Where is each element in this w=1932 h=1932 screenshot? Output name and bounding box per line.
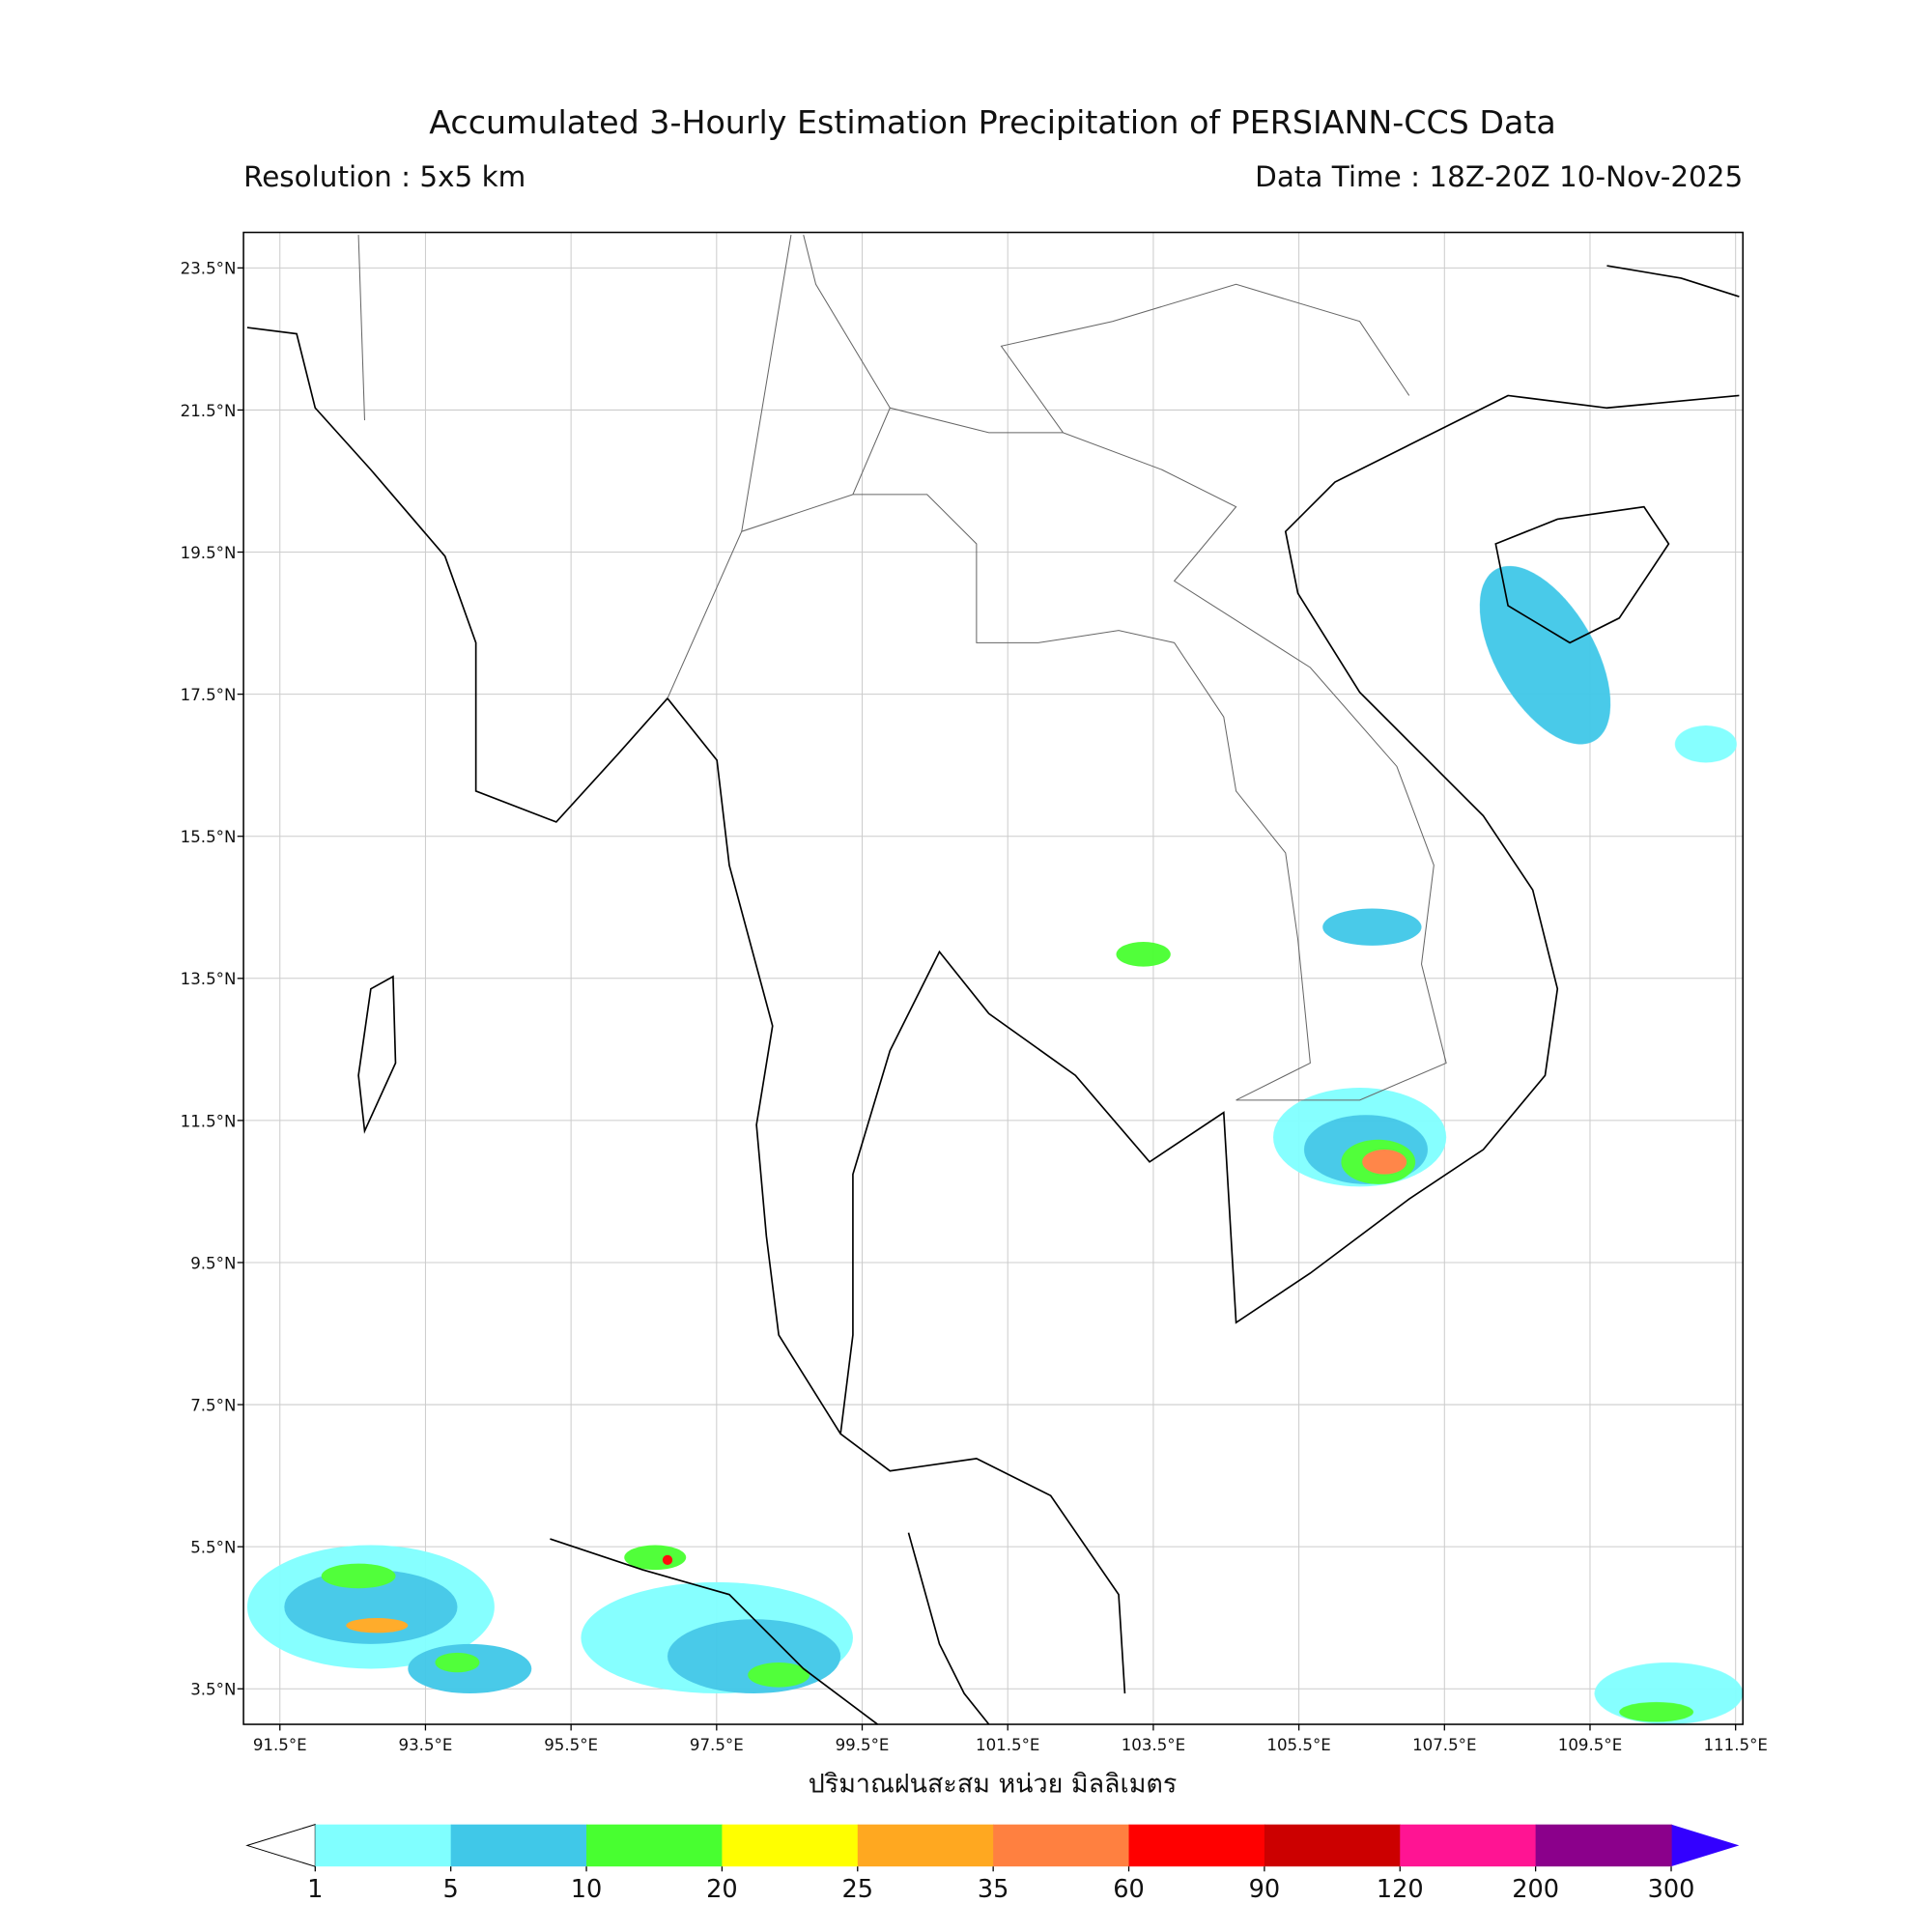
y-tick-label: 23.5°N xyxy=(181,260,237,278)
x-axis-label: ปริมาณฝนสะสม หน่วย มิลลิเมตร xyxy=(809,1769,1178,1799)
x-tick-label: 111.5°E xyxy=(1703,1736,1767,1754)
colorbar-under xyxy=(245,1823,316,1867)
y-tick-label: 3.5°N xyxy=(190,1681,236,1699)
colorbar-bin xyxy=(586,1824,724,1867)
colorbar-label: 10 xyxy=(571,1875,603,1904)
x-tick-label: 99.5°E xyxy=(836,1736,890,1754)
colorbar: 1 5 10 20 25 35 60 90 120 200 300 xyxy=(245,1823,1740,1904)
x-tick-label: 101.5°E xyxy=(976,1736,1039,1754)
colorbar-bin xyxy=(1264,1824,1401,1867)
x-tick-label: 93.5°E xyxy=(399,1736,453,1754)
y-tick-label: 15.5°N xyxy=(181,828,237,846)
x-tick-label: 107.5°E xyxy=(1412,1736,1476,1754)
y-tick-label: 19.5°N xyxy=(181,544,237,562)
colorbar-label: 35 xyxy=(978,1875,1009,1904)
resolution: Resolution : 5x5 km xyxy=(243,160,526,193)
x-tick-label: 105.5°E xyxy=(1266,1736,1330,1754)
x-tick-label: 97.5°E xyxy=(690,1736,744,1754)
y-tick-label: 5.5°N xyxy=(190,1539,236,1557)
colorbar-bin xyxy=(315,1824,452,1867)
colorbar-bin xyxy=(450,1824,587,1867)
colorbar-label: 90 xyxy=(1249,1875,1281,1904)
borders xyxy=(357,234,1447,1101)
colorbar-bin xyxy=(1128,1824,1265,1867)
y-tick-label: 21.5°N xyxy=(181,402,237,420)
colorbar-label: 5 xyxy=(443,1875,459,1904)
x-tick-label: 103.5°E xyxy=(1122,1736,1185,1754)
grid xyxy=(243,232,1744,1725)
x-tick-label: 95.5°E xyxy=(544,1736,598,1754)
colorbar-bin xyxy=(857,1824,994,1867)
colorbar-bin xyxy=(1535,1824,1672,1867)
y-tick-label: 17.5°N xyxy=(181,686,237,704)
colorbar-label: 60 xyxy=(1113,1875,1145,1904)
colorbar-bin xyxy=(722,1824,859,1867)
precipitation xyxy=(246,565,1744,1725)
y-tick-label: 7.5°N xyxy=(190,1396,236,1414)
y-tick-label: 9.5°N xyxy=(190,1254,236,1272)
data-time: Data Time : 18Z-20Z 10-Nov-2025 xyxy=(1255,160,1743,193)
coastlines xyxy=(246,265,1740,1725)
y-tick-label: 13.5°N xyxy=(181,970,237,988)
colorbar-bin xyxy=(993,1824,1130,1867)
colorbar-label: 300 xyxy=(1648,1875,1695,1904)
colorbar-label: 120 xyxy=(1377,1875,1424,1904)
colorbar-over xyxy=(1671,1824,1740,1867)
colorbar-label: 20 xyxy=(706,1875,738,1904)
y-tick-label: 11.5°N xyxy=(181,1112,237,1130)
colorbar-label: 1 xyxy=(307,1875,323,1904)
x-tick-label: 109.5°E xyxy=(1558,1736,1622,1754)
colorbar-bin xyxy=(1400,1824,1537,1867)
x-tick-label: 91.5°E xyxy=(253,1736,307,1754)
title: Accumulated 3-Hourly Estimation Precipit… xyxy=(429,103,1555,141)
colorbar-label: 25 xyxy=(841,1875,873,1904)
colorbar-label: 200 xyxy=(1512,1875,1559,1904)
